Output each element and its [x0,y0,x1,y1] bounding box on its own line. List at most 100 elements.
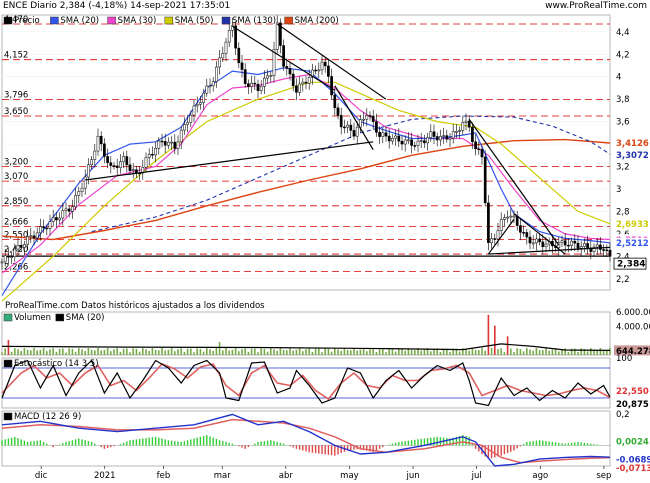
price-candle [407,139,410,142]
x-axis-label: feb [157,471,171,481]
price-candle [122,156,125,163]
price-candle [237,47,241,64]
trend-line [487,218,515,255]
price-candle [416,140,420,146]
price-candle [211,81,215,87]
price-candle [131,169,135,171]
price-candle [352,130,356,137]
price-candle [493,238,497,240]
price-candle [528,236,532,244]
stochastic-legend-label: Estocástico (14 3 5) [14,359,99,369]
price-level-label: 3,200 [4,158,28,168]
price-candle [176,141,180,149]
footnote: ProRealTime.com Datos históricos ajustad… [5,300,265,311]
price-legend-swatch [50,16,59,25]
volume-sma-line [1,343,611,351]
price-candle [605,249,609,252]
price-candle [583,243,586,247]
price-candle [272,49,276,76]
price-candle [375,121,378,133]
price-candle [586,243,589,249]
price-level-label: 2,420 [4,245,28,255]
price-candle [119,161,122,168]
price-candle [7,255,10,258]
price-candle [304,81,308,84]
trend-line [85,141,374,181]
price-candle [224,41,228,54]
stochastic-d-line [1,363,611,401]
price-candle [58,217,61,221]
price-candle [218,57,221,68]
price-candle [394,135,397,139]
volume-legend-swatch [55,313,65,322]
price-candle [576,242,580,249]
price-candle [442,135,445,137]
macd-legend-label: MACD (12 26 9) [14,412,81,422]
macd-current-label: -0,0713 [616,464,650,474]
price-candle [570,240,573,246]
price-candle [378,132,381,137]
price-candle [19,244,23,248]
price-candle [83,176,87,189]
price-legend-label: SMA (20) [60,16,99,26]
stochastic-current-label: 22,550 [616,387,649,397]
price-candle [592,246,596,253]
price-candle [151,153,154,156]
price-candle [170,141,173,144]
price-candle [186,122,189,125]
price-candle [483,156,487,204]
price-candle [314,69,317,72]
price-candle [544,243,548,247]
site-name: www.ProRealTime.com [545,1,647,11]
price-y-tick: 2,4 [616,252,630,262]
price-candle [23,244,26,248]
volume-legend-swatch [3,313,13,322]
price-candle [355,126,359,137]
price-candle [64,208,68,211]
macd-current-label: -0,0689 [616,456,650,466]
price-panel [1,14,611,291]
price-candle [455,130,458,133]
x-axis-label: jul [471,471,482,481]
price-candle [506,216,509,219]
price-candle [26,236,29,245]
price-y-tick: 3 [616,185,621,195]
x-axis-label: mar [214,471,231,481]
price-candle [413,145,417,147]
price-candle [243,69,247,84]
price-candle [400,140,404,145]
title-bar: ENCE Diario 2,384 (-4,18%) 14-sep-2021 1… [0,0,650,13]
x-axis-label: dic [35,471,48,481]
trend-line [276,23,387,100]
macd-current-label: 0,0024 [616,437,649,447]
price-candle [115,165,119,168]
price-candle [275,22,279,50]
price-candle [282,45,285,67]
price-candle [10,256,13,258]
price-candle [567,244,570,247]
price-candle [323,61,327,67]
price-candle [80,187,84,192]
price-candle [205,85,209,94]
macd-legend-swatch [3,412,13,421]
price-candle [253,82,257,85]
price-candle [240,62,244,70]
volume-y-tick: 6.000.000 [616,308,650,318]
price-candle [349,124,353,131]
price-candle [269,75,273,77]
price-candle [285,66,289,69]
price-candle [387,135,391,142]
price-candle [512,215,516,218]
price-candle [525,232,529,238]
price-legend-swatch [221,16,231,25]
price-candle [247,83,250,87]
price-candle [67,208,71,212]
x-axis-label: may [340,471,359,481]
sma200-line [1,138,611,241]
price-candle [279,22,282,46]
price-candle [0,261,4,264]
price-candle [227,30,231,43]
price-candle [435,136,439,141]
sma-value-label-bg [614,218,650,229]
price-legend-label: SMA (130) [232,16,276,26]
